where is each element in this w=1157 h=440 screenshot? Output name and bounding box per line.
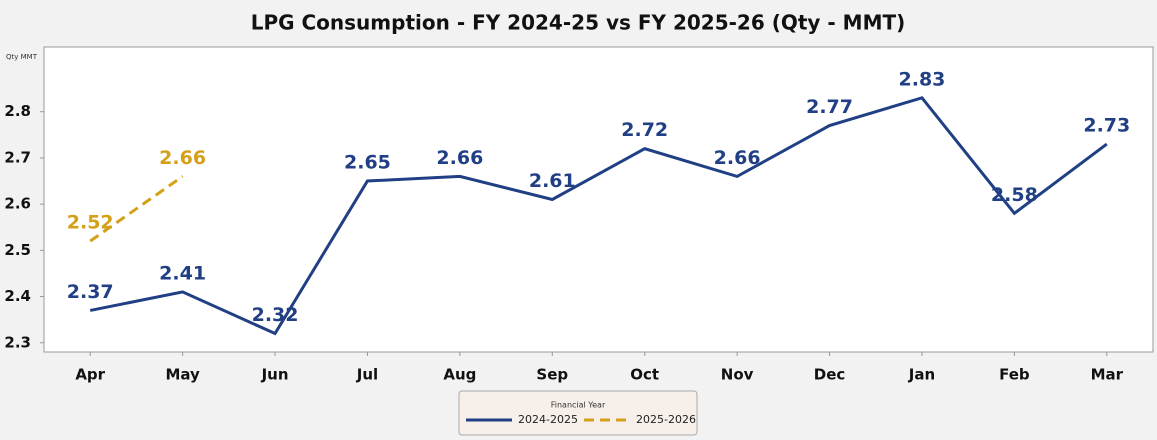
data-label: 2.72 — [621, 119, 668, 141]
data-label: 2.37 — [67, 281, 114, 303]
x-tick-label: Sep — [536, 366, 568, 384]
y-tick-label: 2.5 — [4, 241, 31, 259]
series-line — [89, 175, 184, 243]
x-tick-label: Apr — [75, 366, 105, 384]
data-label: 2.66 — [159, 147, 206, 169]
legend-label: 2025-2026 — [636, 413, 696, 426]
data-label: 2.65 — [344, 152, 391, 174]
x-tick-label: May — [165, 366, 200, 384]
data-label: 2.66 — [436, 147, 483, 169]
data-label: 2.32 — [252, 304, 299, 326]
x-tick-label: Jun — [261, 366, 289, 384]
data-label: 2.61 — [529, 170, 576, 192]
y-tick-label: 2.8 — [4, 102, 31, 120]
legend-label: 2024-2025 — [518, 413, 578, 426]
data-label: 2.52 — [67, 212, 114, 234]
data-label: 2.66 — [714, 147, 761, 169]
x-tick-label: Jan — [908, 366, 935, 384]
y-tick-label: 2.6 — [4, 195, 31, 213]
x-tick-label: Feb — [999, 366, 1030, 384]
data-label: 2.77 — [806, 96, 853, 118]
x-tick-label: Oct — [630, 366, 659, 384]
x-tick-label: Aug — [443, 366, 476, 384]
series-line — [89, 96, 1108, 336]
data-label: 2.58 — [991, 184, 1038, 206]
x-tick-label: Nov — [721, 366, 754, 384]
x-tick-label: Jul — [356, 366, 378, 384]
y-tick-label: 2.4 — [4, 287, 31, 305]
plot-area — [43, 46, 1154, 353]
x-tick-label: Mar — [1091, 366, 1124, 384]
y-tick-label: 2.7 — [4, 148, 31, 166]
data-label: 2.41 — [159, 262, 206, 284]
data-label: 2.73 — [1083, 115, 1130, 137]
y-tick-label: 2.3 — [4, 333, 31, 351]
legend-box — [458, 390, 698, 436]
x-tick-label: Dec — [814, 366, 846, 384]
data-label: 2.83 — [899, 68, 946, 90]
legend-title: Financial Year — [551, 401, 606, 410]
chart-title: LPG Consumption - FY 2024-25 vs FY 2025-… — [251, 11, 906, 35]
y-axis-label: Qty MMT — [6, 53, 38, 61]
